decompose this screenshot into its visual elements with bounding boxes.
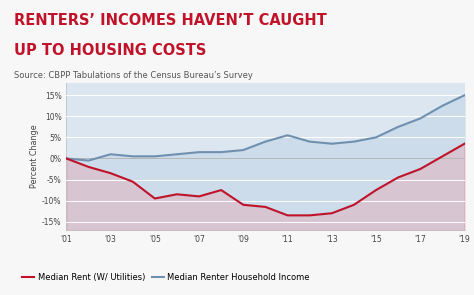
Legend: Median Rent (W/ Utilities), Median Renter Household Income: Median Rent (W/ Utilities), Median Rente… xyxy=(18,269,313,285)
Y-axis label: Percent Change: Percent Change xyxy=(30,124,39,188)
Text: UP TO HOUSING COSTS: UP TO HOUSING COSTS xyxy=(14,43,207,58)
Text: RENTERS’ INCOMES HAVEN’T CAUGHT: RENTERS’ INCOMES HAVEN’T CAUGHT xyxy=(14,13,327,28)
Text: Source: CBPP Tabulations of the Census Bureau’s Survey: Source: CBPP Tabulations of the Census B… xyxy=(14,71,253,81)
